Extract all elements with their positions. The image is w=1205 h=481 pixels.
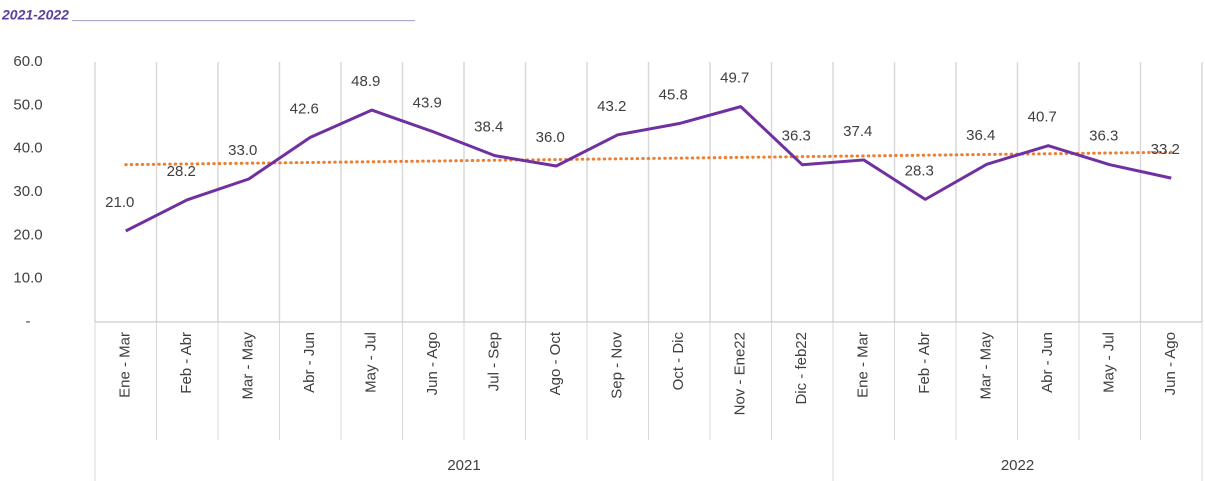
y-tick-label: 50.0 — [13, 96, 42, 113]
data-label: 43.2 — [597, 98, 626, 115]
x-tick-label: Feb - Abr — [178, 332, 195, 394]
data-label: 36.4 — [966, 127, 995, 144]
group-label: 2022 — [1001, 457, 1034, 474]
x-tick-label: Nov - Ene22 — [732, 332, 749, 415]
y-tick-label: 60.0 — [13, 53, 42, 70]
data-label: 36.3 — [1089, 128, 1118, 145]
data-label: 28.2 — [167, 163, 196, 180]
data-label: 43.9 — [413, 95, 442, 112]
data-label: 38.4 — [474, 119, 503, 136]
data-label: 42.6 — [290, 100, 319, 117]
data-label: 33.2 — [1151, 141, 1180, 158]
x-tick-label: Sep - Nov — [609, 332, 626, 399]
data-label: 48.9 — [351, 73, 380, 90]
data-label: 49.7 — [720, 70, 749, 87]
y-tick-label: 40.0 — [13, 140, 42, 157]
x-tick-label: May - Jul — [1101, 332, 1118, 393]
x-tick-label: May - Jul — [363, 332, 380, 393]
x-tick-label: Mar - May — [240, 332, 257, 400]
x-tick-label: Mar - May — [978, 332, 995, 400]
x-tick-label: Abr - Jun — [1039, 332, 1056, 393]
x-tick-label: Ene - Mar — [117, 332, 134, 398]
trendline — [124, 150, 1173, 167]
data-label: 36.0 — [536, 129, 565, 146]
data-label: 40.7 — [1028, 109, 1057, 126]
x-tick-label: Jun - Ago — [424, 332, 441, 395]
x-tick-label: Dic - feb22 — [793, 332, 810, 405]
y-tick-label: 10.0 — [13, 270, 42, 287]
y-tick-label: 30.0 — [13, 183, 42, 200]
group-label: 2021 — [447, 457, 480, 474]
x-tick-label: Jul - Sep — [486, 332, 503, 391]
data-label: 37.4 — [843, 123, 872, 140]
x-tick-label: Ene - Mar — [855, 332, 872, 398]
x-tick-label: Feb - Abr — [916, 332, 933, 394]
data-label: 36.3 — [782, 128, 811, 145]
series-line — [125, 105, 1172, 233]
x-tick-label: Oct - Dic — [670, 332, 687, 391]
y-tick-label: - — [26, 313, 31, 330]
data-label: 28.3 — [905, 162, 934, 179]
data-label: 33.0 — [228, 142, 257, 159]
x-tick-label: Abr - Jun — [301, 332, 318, 393]
data-label: 45.8 — [659, 87, 688, 104]
data-label: 21.0 — [105, 194, 134, 211]
x-tick-label: Ago - Oct — [547, 331, 564, 395]
y-tick-label: 20.0 — [13, 226, 42, 243]
x-tick-label: Jun - Ago — [1162, 332, 1179, 395]
chart-title: 2021-2022 ______________________________… — [1, 7, 416, 23]
